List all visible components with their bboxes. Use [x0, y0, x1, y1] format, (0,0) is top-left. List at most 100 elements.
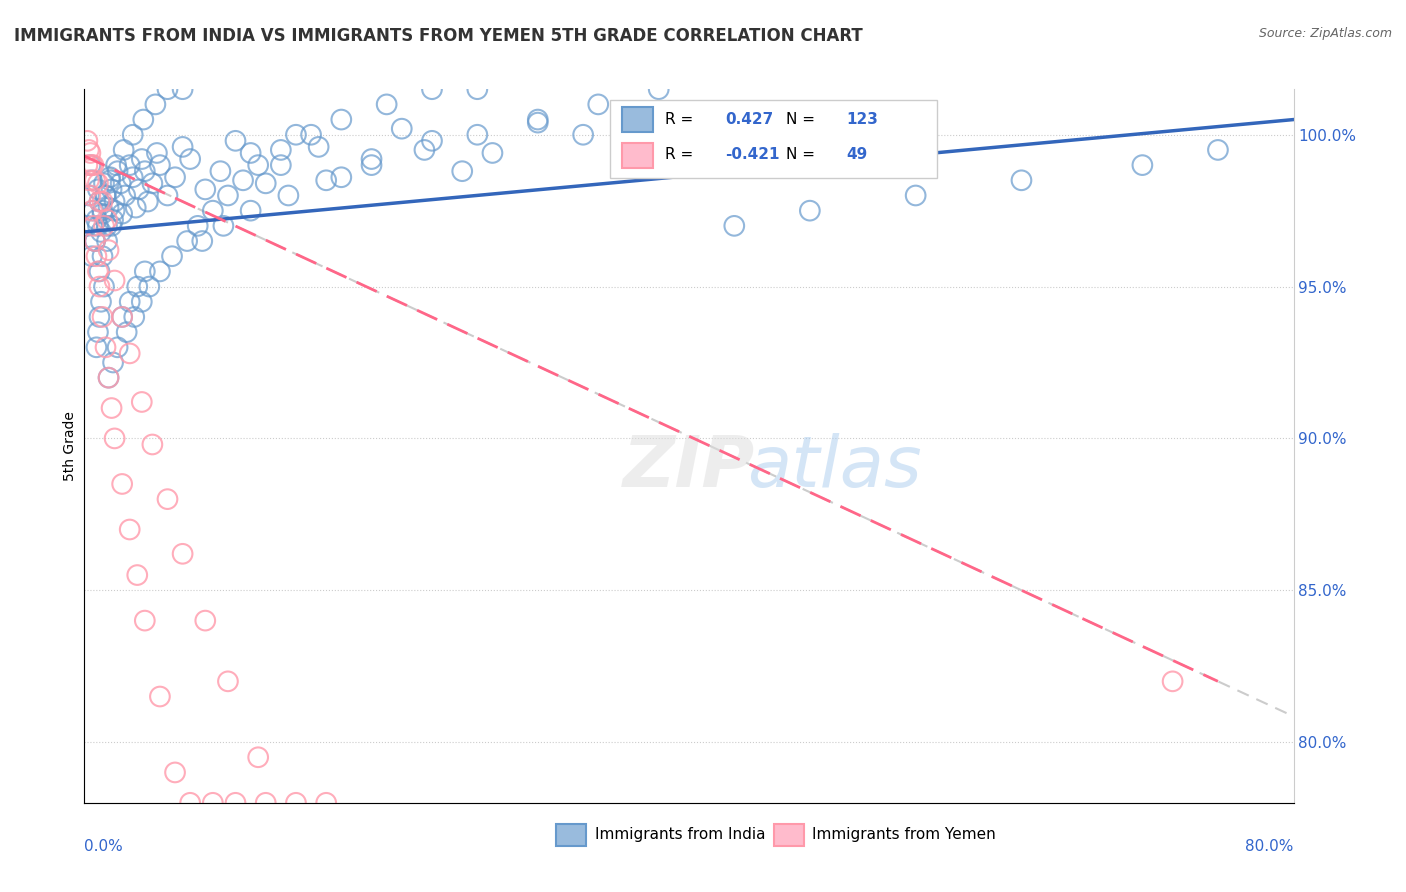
Point: [225, 796, 247, 810]
Text: Immigrants from Yemen: Immigrants from Yemen: [813, 828, 995, 842]
Point: [114, 188, 136, 202]
Point: [112, 143, 135, 157]
Point: [84, 234, 107, 248]
Point: [145, 97, 167, 112]
Point: [121, 128, 143, 142]
Point: [128, 182, 150, 196]
Point: [101, 355, 124, 369]
Point: [285, 796, 308, 810]
Text: 0.427: 0.427: [725, 112, 773, 127]
Point: [799, 203, 821, 218]
Point: [254, 177, 277, 191]
Point: [118, 346, 141, 360]
Text: 0.0%: 0.0%: [84, 839, 124, 855]
Point: [94, 188, 117, 202]
Point: [110, 177, 132, 191]
Text: Source: ZipAtlas.com: Source: ZipAtlas.com: [1258, 27, 1392, 40]
Point: [87, 177, 110, 191]
Point: [115, 325, 138, 339]
Point: [107, 164, 129, 178]
Text: R =: R =: [665, 147, 693, 162]
Point: [451, 164, 474, 178]
Point: [82, 158, 104, 172]
Point: [97, 201, 120, 215]
Point: [107, 340, 129, 354]
Point: [194, 614, 217, 628]
Point: [572, 128, 595, 142]
Point: [86, 212, 108, 227]
Point: [80, 249, 103, 263]
Point: [239, 145, 262, 160]
Point: [360, 152, 382, 166]
Point: [191, 234, 214, 248]
Text: Immigrants from India: Immigrants from India: [595, 828, 765, 842]
Bar: [623, 143, 652, 168]
Point: [904, 188, 927, 202]
Point: [80, 173, 103, 187]
Point: [225, 134, 247, 148]
Point: [141, 437, 163, 451]
Point: [89, 279, 111, 293]
Point: [80, 203, 103, 218]
Point: [527, 115, 550, 129]
Point: [209, 164, 232, 178]
Point: [127, 568, 149, 582]
Point: [118, 294, 141, 309]
Point: [122, 310, 145, 324]
Point: [156, 82, 179, 96]
Point: [79, 188, 101, 202]
Point: [201, 796, 224, 810]
Point: [172, 140, 194, 154]
Point: [87, 219, 110, 233]
Point: [125, 201, 148, 215]
Point: [100, 219, 122, 233]
Point: [111, 310, 134, 324]
Point: [247, 158, 270, 172]
Point: [79, 145, 101, 160]
Point: [172, 82, 194, 96]
Text: N =: N =: [786, 112, 814, 127]
Point: [136, 194, 159, 209]
Point: [146, 145, 169, 160]
Point: [86, 249, 108, 263]
Point: [89, 194, 111, 209]
Point: [330, 170, 353, 185]
Point: [91, 207, 114, 221]
Point: [131, 152, 153, 166]
Y-axis label: 5th Grade: 5th Grade: [63, 411, 77, 481]
Point: [156, 188, 179, 202]
Point: [84, 234, 107, 248]
Point: [217, 188, 239, 202]
Point: [360, 158, 382, 172]
Point: [420, 134, 443, 148]
Point: [315, 173, 337, 187]
Text: atlas: atlas: [747, 433, 921, 502]
Point: [138, 279, 160, 293]
Point: [1130, 158, 1153, 172]
Point: [91, 310, 114, 324]
Point: [97, 370, 120, 384]
Point: [86, 340, 108, 354]
Point: [105, 158, 128, 172]
Point: [79, 158, 101, 172]
Point: [467, 128, 489, 142]
Point: [90, 294, 112, 309]
Point: [588, 97, 610, 112]
Point: [93, 279, 115, 293]
Point: [100, 401, 122, 415]
Text: -0.421: -0.421: [725, 147, 780, 162]
Point: [232, 173, 254, 187]
Bar: [773, 824, 804, 846]
Point: [80, 158, 103, 172]
Point: [217, 674, 239, 689]
Bar: [555, 824, 586, 846]
Point: [121, 170, 143, 185]
Point: [96, 234, 118, 248]
Text: ZIP: ZIP: [623, 433, 755, 502]
Point: [91, 249, 114, 263]
Point: [82, 219, 104, 233]
Point: [165, 765, 187, 780]
Point: [94, 188, 117, 202]
Point: [118, 158, 141, 172]
Point: [375, 97, 398, 112]
